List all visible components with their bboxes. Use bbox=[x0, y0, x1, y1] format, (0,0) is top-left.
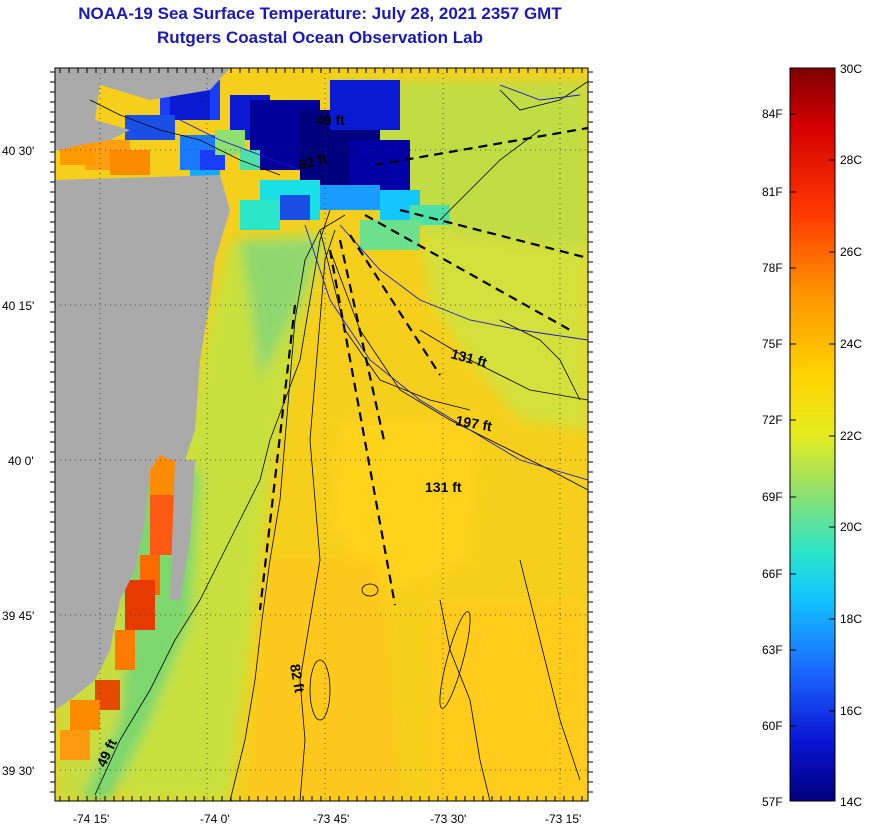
colorbar-f-label: 78F bbox=[762, 261, 783, 275]
lon-label: -74 15' bbox=[73, 812, 109, 826]
colorbar-f-label: 75F bbox=[762, 337, 783, 351]
colorbar-c-label: 24C bbox=[840, 337, 862, 351]
lat-label: 39 45' bbox=[2, 609, 34, 623]
colorbar-f-label: 84F bbox=[762, 107, 783, 121]
depth-label-82ft-south: 82 ft bbox=[287, 663, 308, 694]
colorbar-f-label: 72F bbox=[762, 413, 783, 427]
lat-label: 40 0' bbox=[8, 454, 34, 468]
cold-upwelling-patch bbox=[125, 80, 450, 250]
colorbar-labels: 84F 81F 78F 75F 72F 69F 66F 63F 60F 57F … bbox=[762, 62, 862, 809]
map-subtitle: Rutgers Coastal Ocean Observation Lab bbox=[157, 28, 483, 47]
map-title: NOAA-19 Sea Surface Temperature: July 28… bbox=[78, 4, 562, 23]
colorbar-f-label: 57F bbox=[762, 795, 783, 809]
depth-label-197ft: 197 ft bbox=[454, 412, 493, 434]
colorbar-f-label: 66F bbox=[762, 567, 783, 581]
colorbar-f-label: 69F bbox=[762, 490, 783, 504]
depth-label-131ft-south: 131 ft bbox=[425, 479, 462, 495]
transect-lines bbox=[258, 126, 588, 611]
graticule bbox=[55, 68, 588, 801]
colorbar-c-label: 28C bbox=[840, 153, 862, 167]
colorbar-f-label: 63F bbox=[762, 643, 783, 657]
colorbar-c-label: 16C bbox=[840, 704, 862, 718]
lon-label: -73 15' bbox=[545, 812, 581, 826]
colorbar-c-label: 22C bbox=[840, 429, 862, 443]
lat-label: 40 15' bbox=[2, 299, 34, 313]
depth-label-49ft-north: 49 ft bbox=[316, 112, 345, 128]
colorbar bbox=[789, 67, 836, 802]
colorbar-c-label: 26C bbox=[840, 245, 862, 259]
land-area bbox=[55, 68, 230, 710]
lon-label: -73 45' bbox=[313, 812, 349, 826]
colorbar-c-label: 14C bbox=[840, 795, 862, 809]
lat-label: 40 30' bbox=[2, 144, 34, 158]
lon-label: -74 0' bbox=[200, 812, 230, 826]
lon-label: -73 30' bbox=[430, 812, 466, 826]
colorbar-c-label: 18C bbox=[840, 612, 862, 626]
colorbar-c-label: 20C bbox=[840, 520, 862, 534]
colorbar-f-label: 81F bbox=[762, 185, 783, 199]
colorbar-f-label: 60F bbox=[762, 719, 783, 733]
sst-field bbox=[55, 68, 588, 801]
colorbar-c-label: 30C bbox=[840, 62, 862, 76]
depth-label-82ft-north: 82 ft bbox=[297, 150, 329, 173]
lat-label: 39 30' bbox=[2, 764, 34, 778]
